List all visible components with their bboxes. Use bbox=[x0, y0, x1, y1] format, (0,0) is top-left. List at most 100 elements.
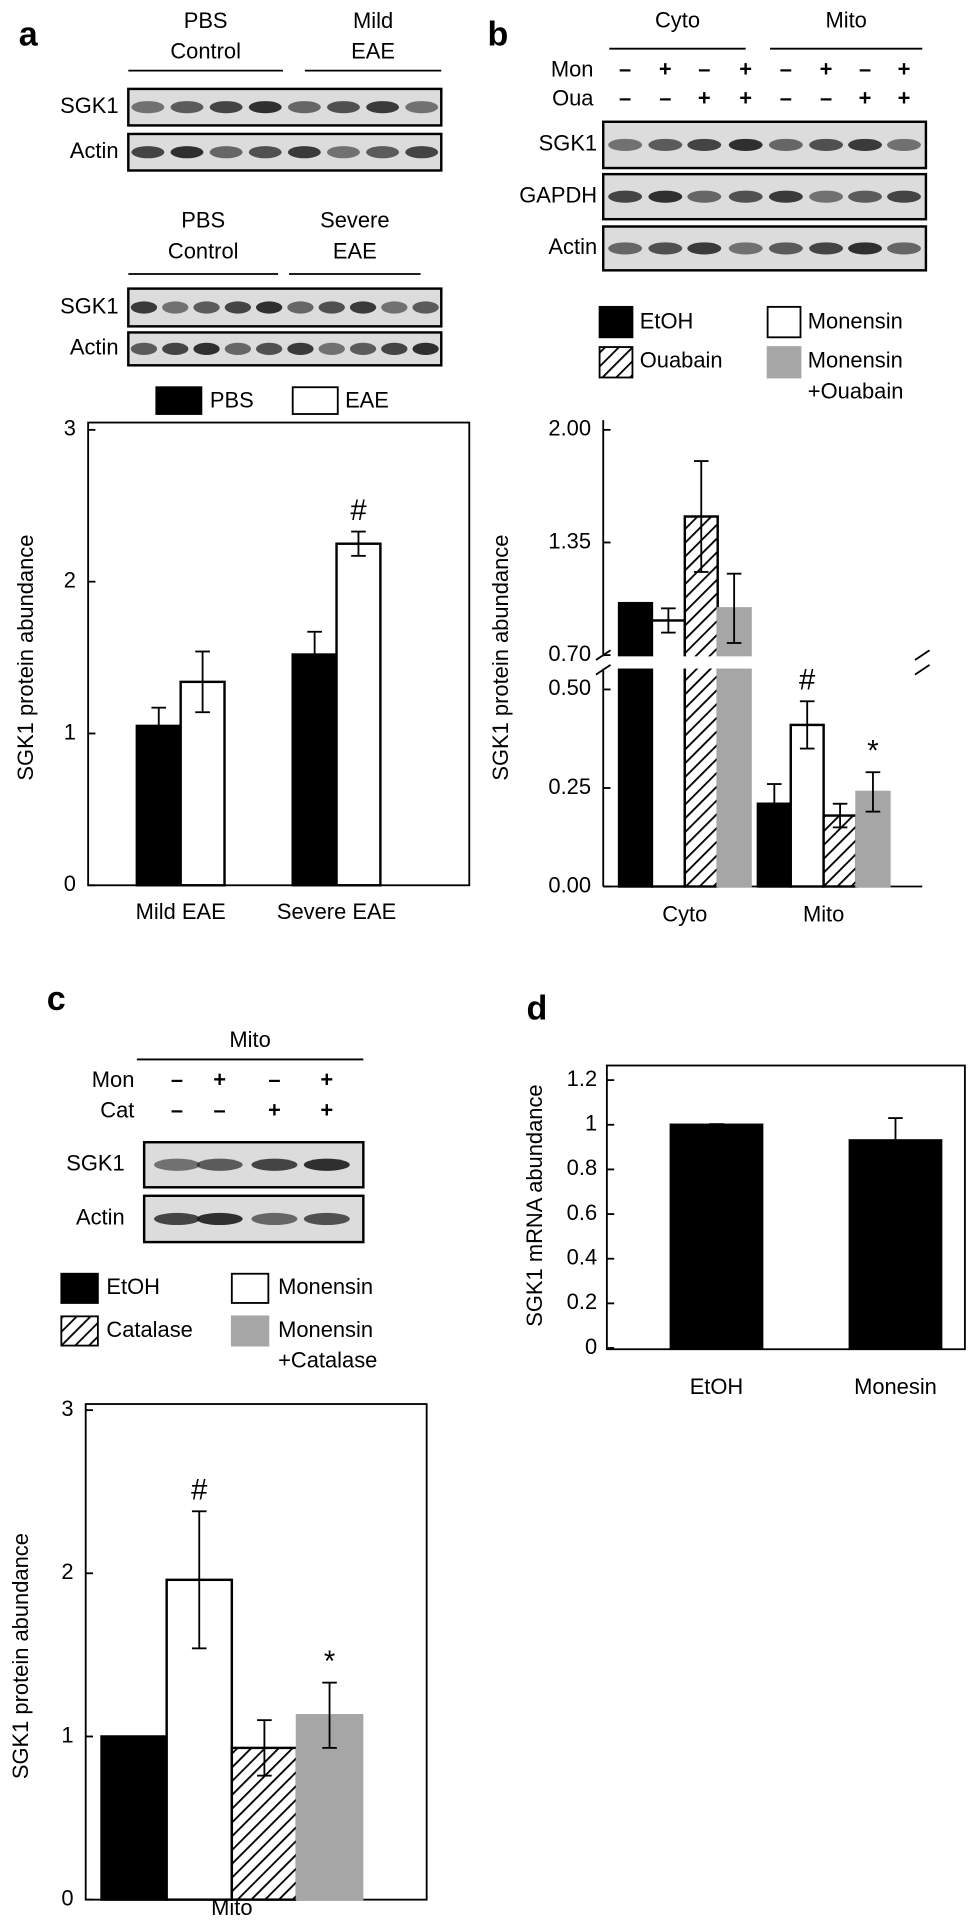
text-line: Mild bbox=[353, 8, 393, 33]
legend-label: Catalase bbox=[106, 1317, 192, 1342]
text-line: EAE bbox=[351, 38, 395, 63]
blot-band bbox=[768, 190, 803, 203]
bar bbox=[135, 724, 182, 887]
blot-band bbox=[248, 101, 282, 114]
y-tick-label: 0.6 bbox=[567, 1200, 597, 1225]
blot-band bbox=[154, 1158, 201, 1171]
text-line: EAE bbox=[333, 238, 377, 263]
significance-mark: # bbox=[191, 1475, 208, 1507]
y-tick-label: 0 bbox=[61, 1885, 73, 1910]
y-tick-label: 0 bbox=[585, 1334, 597, 1359]
blot-band bbox=[196, 1212, 243, 1226]
blot-band bbox=[303, 1212, 350, 1226]
blot-band bbox=[381, 301, 408, 314]
legend-swatch bbox=[766, 305, 802, 339]
blot-band bbox=[687, 242, 722, 255]
treatment-sign: – bbox=[820, 86, 832, 111]
blot-row-label: Actin bbox=[76, 1205, 125, 1230]
blot-band bbox=[209, 101, 243, 114]
bar bbox=[848, 1139, 943, 1350]
blot-band bbox=[848, 242, 882, 255]
blot-band bbox=[809, 242, 844, 255]
blot-band bbox=[162, 342, 189, 355]
treatment-sign: – bbox=[698, 56, 710, 81]
treatment-label: Mon bbox=[551, 56, 594, 81]
y-tick-label: 1.35 bbox=[548, 528, 591, 553]
legend-label: PBS bbox=[210, 388, 254, 413]
bar bbox=[683, 515, 719, 888]
blot-band bbox=[728, 242, 763, 255]
significance-mark: # bbox=[350, 495, 367, 527]
blot-band bbox=[412, 342, 439, 355]
blot-band bbox=[405, 101, 439, 114]
treatment-label: Oua bbox=[552, 86, 594, 111]
blot-band bbox=[349, 342, 377, 355]
blot-band bbox=[154, 1212, 201, 1226]
treatment-label: Mon bbox=[92, 1067, 135, 1092]
blot-band bbox=[648, 242, 683, 255]
blot-band bbox=[131, 146, 165, 159]
blot-band bbox=[848, 190, 882, 203]
blot-group-label: Mito bbox=[229, 1027, 270, 1052]
blot-band bbox=[209, 146, 243, 159]
legend-label: Monensin bbox=[278, 1274, 373, 1299]
treatment-sign: + bbox=[698, 86, 711, 111]
y-axis-label: SGK1 protein abundance bbox=[13, 535, 38, 781]
blot-band bbox=[303, 1158, 350, 1171]
blot-band bbox=[608, 138, 643, 151]
blot-band bbox=[608, 242, 643, 255]
blot-row-label: Actin bbox=[548, 234, 597, 259]
axis-break-mark bbox=[595, 664, 612, 676]
blot-group-label: Mito bbox=[825, 8, 866, 33]
y-axis-label: SGK1 protein abundance bbox=[488, 535, 513, 781]
blot-band bbox=[131, 101, 165, 114]
treatment-sign: + bbox=[898, 56, 911, 81]
treatment-sign: – bbox=[268, 1067, 280, 1092]
blot-group-label: Mild EAE bbox=[351, 8, 395, 64]
text-line: Severe bbox=[320, 207, 389, 232]
treatment-sign: + bbox=[659, 56, 672, 81]
text-line: +Ouabain bbox=[808, 378, 904, 403]
legend-label: Ouabain bbox=[640, 347, 723, 372]
blot-row-label: SGK1 bbox=[66, 1151, 124, 1176]
legend-label: EtOH bbox=[640, 308, 694, 333]
plot-frame bbox=[87, 421, 471, 887]
plot-frame bbox=[605, 1064, 966, 1351]
axis-break-mark bbox=[914, 664, 931, 676]
panel-letter: c bbox=[47, 980, 66, 1018]
legend-label: Monensin +Catalase bbox=[278, 1317, 377, 1373]
legend-swatch bbox=[598, 346, 634, 379]
treatment-sign: – bbox=[619, 86, 631, 111]
y-tick-label: 0.50 bbox=[548, 675, 591, 700]
bar bbox=[669, 1123, 764, 1350]
treatment-sign: + bbox=[320, 1098, 333, 1123]
blot-group-label: PBS Control bbox=[168, 207, 239, 263]
y-tick-label: 0.4 bbox=[567, 1244, 597, 1269]
text-line: Monensin bbox=[808, 347, 903, 372]
legend-swatch bbox=[230, 1315, 270, 1347]
treatment-sign: + bbox=[820, 56, 833, 81]
y-tick-label: 1.2 bbox=[567, 1066, 597, 1091]
bar bbox=[756, 802, 792, 888]
blot-band bbox=[887, 242, 921, 255]
blot-band bbox=[130, 301, 158, 314]
blot-row-label: GAPDH bbox=[519, 182, 597, 207]
blot-band bbox=[170, 101, 204, 114]
treatment-sign: – bbox=[171, 1067, 183, 1092]
x-tick-label: EtOH bbox=[690, 1374, 744, 1399]
blot-band bbox=[366, 146, 400, 159]
x-tick-label: Mild EAE bbox=[136, 899, 226, 924]
blot-group-label: Severe EAE bbox=[320, 207, 389, 263]
text-line: PBS bbox=[184, 8, 228, 33]
y-axis-label: SGK1 protein abundance bbox=[8, 1533, 33, 1779]
blot-band bbox=[887, 190, 921, 203]
blot-band bbox=[608, 190, 643, 203]
text-line: Control bbox=[170, 38, 241, 63]
bar bbox=[291, 653, 338, 887]
text-line: +Catalase bbox=[278, 1347, 377, 1372]
blot-band bbox=[728, 138, 763, 151]
y-tick-label: 0.70 bbox=[548, 641, 591, 666]
x-tick-label: Severe EAE bbox=[277, 899, 396, 924]
